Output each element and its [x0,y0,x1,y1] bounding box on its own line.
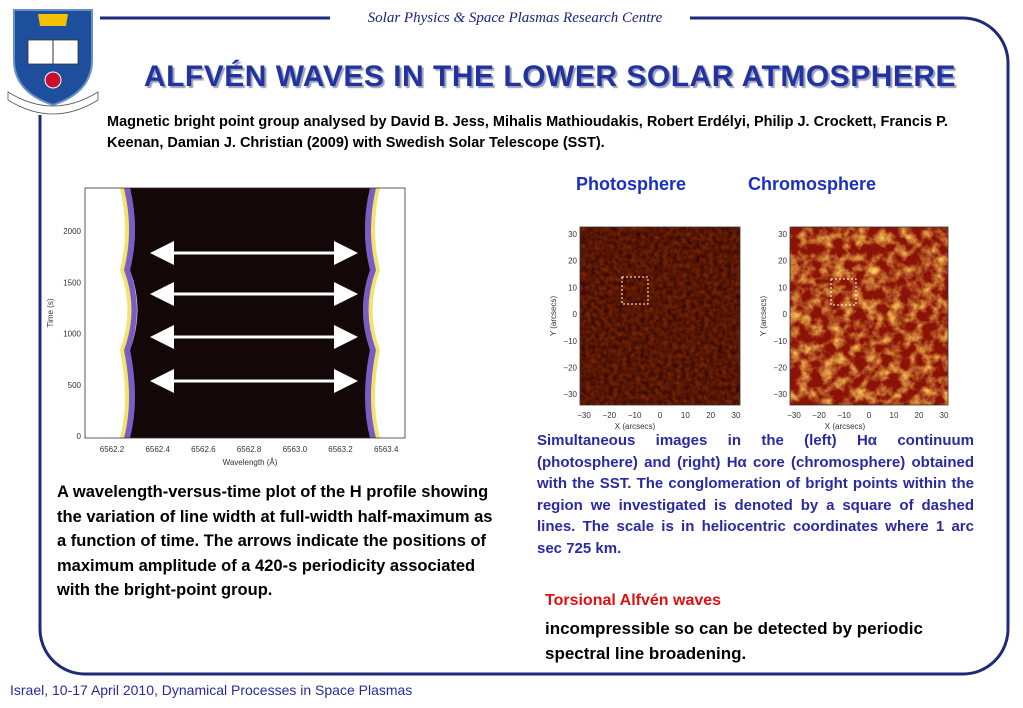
note: incompressible so can be detected by per… [545,619,923,663]
x-tick-label: −10 [837,411,851,420]
y-tick-label: −10 [773,337,787,346]
x-tick-label: −20 [603,411,617,420]
y-tick-label: −30 [773,390,787,399]
y-tick-label: 0 [783,310,788,319]
y-tick-label: 0 [77,432,82,441]
x-tick-label: 6563.0 [283,445,308,454]
x-tick-label: 6563.4 [374,445,399,454]
image-frame [789,226,949,406]
x-axis-label: X (arcsecs) [825,422,866,431]
x-tick-label: −30 [577,411,591,420]
line-width-plot: 2000 1500 1000 500 0 6562.2 6562.4 6562.6 6562.8… [46,187,406,467]
x-tick-label: 6562.8 [237,445,262,454]
x-tick-label: 0 [867,411,872,420]
x-tick-label: 6562.4 [145,445,170,454]
y-tick-label: 1500 [63,278,81,287]
x-tick-label: −20 [812,411,826,420]
centre-name: Solar Physics & Space Plasmas Research C… [350,8,680,28]
y-tick-label: 20 [778,257,787,266]
x-tick-label: 6563.2 [328,445,353,454]
y-tick-label: 30 [778,230,787,239]
y-tick-label: −10 [563,337,577,346]
y-tick-label: 30 [568,230,577,239]
caption-left: A wavelength-versus-time plot of the H p… [57,483,493,599]
crest [5,5,100,115]
footer: Israel, 10-17 April 2010, Dynamical Proc… [10,682,413,698]
y-tick-label: −20 [563,364,577,373]
slide-title: ALFVÉN WAVES IN THE LOWER SOLAR ATMOSPHE… [143,60,957,93]
solar-images: 30 20 10 0 −10 −20 −30 −30 −20 −10 0 10 20 30 Y (arcse… [549,226,949,431]
highlight: Torsional Alfvén waves [545,592,722,609]
y-tick-label: −20 [773,364,787,373]
y-tick-label: 500 [68,381,82,390]
y-tick-label: 0 [573,310,578,319]
y-tick-label: 10 [778,283,787,292]
intro-text: Magnetic bright point group analysed by … [107,114,948,151]
x-tick-label: 10 [681,411,690,420]
x-axis-label: X (arcsecs) [615,422,656,431]
x-tick-label: 20 [915,411,924,420]
x-tick-label: 10 [890,411,899,420]
x-tick-label: −10 [628,411,642,420]
x-axis-label: Wavelength (Å) [223,458,278,467]
y-axis-label: Y (arcsecs) [759,296,768,337]
x-tick-label: 0 [658,411,663,420]
x-tick-label: 6562.6 [191,445,216,454]
x-tick-label: 30 [732,411,741,420]
y-tick-label: 20 [568,257,577,266]
x-tick-label: 6562.2 [100,445,125,454]
caption-right: Simultaneous images in the (left) Hα con… [537,432,974,557]
y-tick-label: 1000 [63,330,81,339]
x-tick-label: 20 [706,411,715,420]
image-label: Photosphere [576,174,687,194]
image-label: Chromosphere [748,174,877,194]
y-tick-label: −30 [563,390,577,399]
y-axis-label: Time (s) [46,298,55,327]
x-tick-label: 30 [940,411,949,420]
y-axis-label: Y (arcsecs) [549,296,558,337]
x-tick-label: −30 [787,411,801,420]
image-frame [579,226,741,406]
y-tick-label: 2000 [63,227,81,236]
y-tick-label: 10 [568,283,577,292]
